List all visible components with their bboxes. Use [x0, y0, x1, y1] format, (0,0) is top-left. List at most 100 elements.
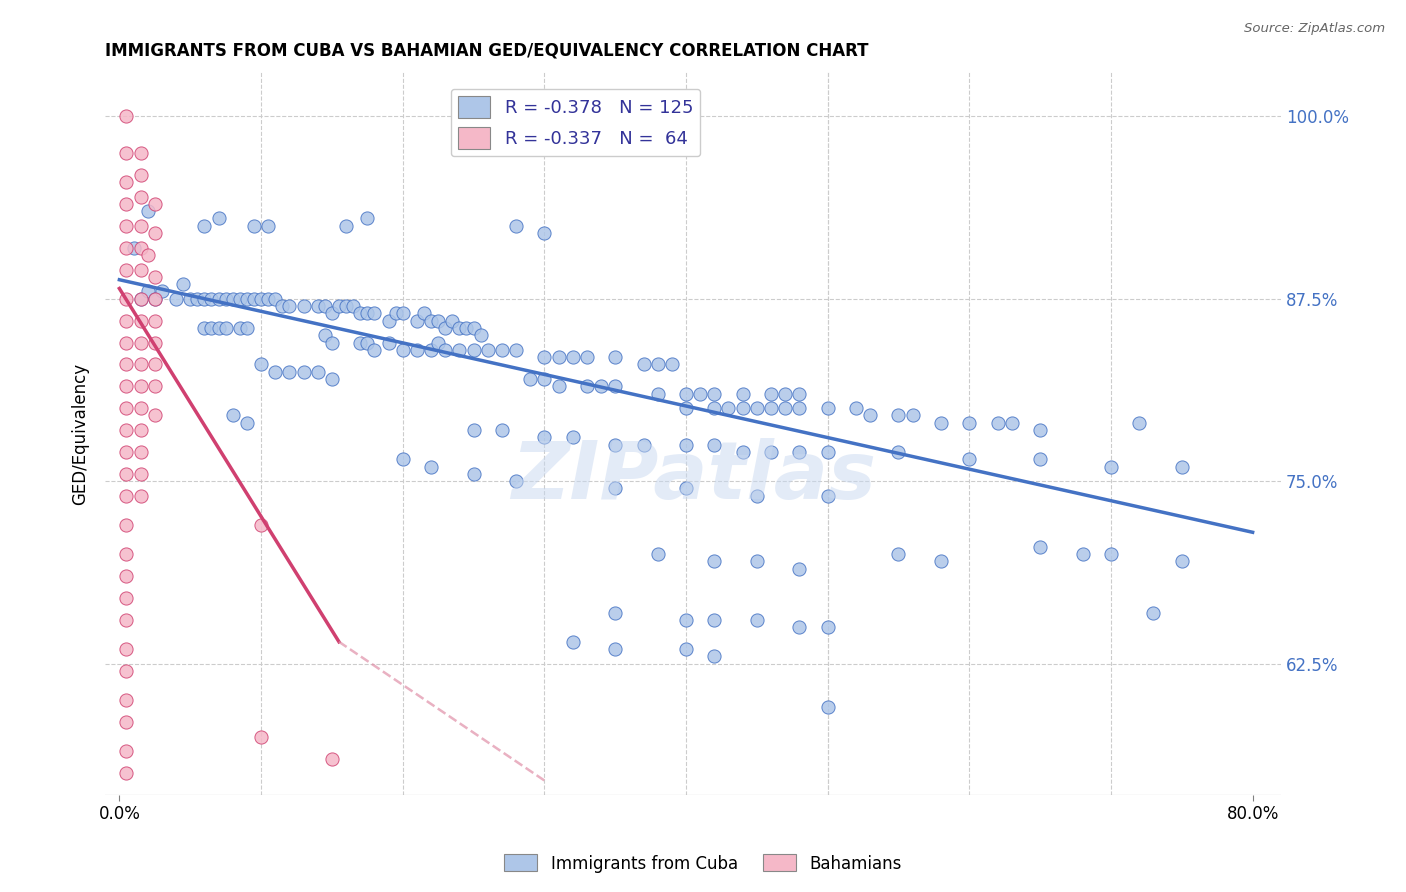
Point — [901, 409, 924, 423]
Point — [384, 306, 406, 320]
Point — [703, 438, 725, 452]
Point — [817, 489, 839, 503]
Point — [1071, 547, 1094, 561]
Point — [328, 299, 350, 313]
Point — [356, 335, 378, 350]
Point — [129, 241, 152, 255]
Point — [717, 401, 740, 416]
Point — [115, 569, 138, 583]
Point — [533, 350, 555, 364]
Point — [470, 328, 492, 343]
Point — [427, 313, 450, 327]
Point — [115, 292, 138, 306]
Point — [250, 518, 273, 533]
Point — [264, 365, 287, 379]
Point — [229, 292, 252, 306]
Point — [143, 335, 166, 350]
Point — [143, 313, 166, 327]
Point — [1029, 540, 1052, 554]
Point — [405, 343, 427, 357]
Point — [427, 335, 450, 350]
Legend: R = -0.378   N = 125, R = -0.337   N =  64: R = -0.378 N = 125, R = -0.337 N = 64 — [450, 88, 700, 156]
Point — [150, 285, 173, 299]
Point — [115, 175, 138, 189]
Point — [845, 401, 868, 416]
Point — [143, 292, 166, 306]
Point — [589, 379, 612, 393]
Point — [129, 335, 152, 350]
Point — [547, 350, 569, 364]
Point — [420, 343, 443, 357]
Point — [377, 313, 399, 327]
Point — [957, 416, 980, 430]
Point — [129, 401, 152, 416]
Point — [505, 219, 527, 233]
Point — [1171, 554, 1194, 568]
Point — [307, 299, 329, 313]
Point — [1001, 416, 1024, 430]
Point — [229, 321, 252, 335]
Point — [115, 335, 138, 350]
Point — [561, 430, 583, 444]
Point — [759, 386, 782, 401]
Point — [887, 409, 910, 423]
Point — [143, 379, 166, 393]
Point — [129, 219, 152, 233]
Point — [789, 445, 811, 459]
Point — [675, 386, 697, 401]
Point — [405, 313, 427, 327]
Point — [349, 306, 371, 320]
Text: ZIPatlas: ZIPatlas — [510, 438, 876, 516]
Y-axis label: GED/Equivalency: GED/Equivalency — [72, 363, 89, 505]
Point — [136, 204, 159, 219]
Point — [575, 379, 598, 393]
Point — [463, 467, 485, 481]
Point — [647, 386, 669, 401]
Point — [307, 365, 329, 379]
Point — [731, 401, 754, 416]
Point — [214, 292, 236, 306]
Point — [200, 321, 222, 335]
Point — [633, 438, 655, 452]
Point — [561, 634, 583, 648]
Point — [115, 196, 138, 211]
Point — [321, 306, 343, 320]
Point — [789, 562, 811, 576]
Point — [391, 306, 413, 320]
Point — [1099, 547, 1122, 561]
Point — [1142, 606, 1164, 620]
Point — [264, 292, 287, 306]
Point — [129, 445, 152, 459]
Point — [250, 358, 273, 372]
Point — [271, 299, 294, 313]
Point — [129, 145, 152, 160]
Point — [314, 328, 336, 343]
Point — [957, 452, 980, 467]
Point — [533, 226, 555, 240]
Point — [363, 343, 385, 357]
Point — [463, 423, 485, 437]
Point — [887, 547, 910, 561]
Point — [1099, 459, 1122, 474]
Point — [463, 343, 485, 357]
Point — [172, 277, 194, 292]
Point — [129, 313, 152, 327]
Point — [335, 219, 357, 233]
Point — [745, 489, 768, 503]
Point — [115, 445, 138, 459]
Point — [115, 379, 138, 393]
Point — [605, 482, 627, 496]
Point — [321, 751, 343, 765]
Point — [703, 401, 725, 416]
Point — [420, 459, 443, 474]
Point — [675, 613, 697, 627]
Point — [193, 292, 215, 306]
Point — [115, 642, 138, 657]
Point — [143, 292, 166, 306]
Point — [115, 518, 138, 533]
Point — [689, 386, 711, 401]
Point — [236, 416, 259, 430]
Point — [342, 299, 364, 313]
Point — [115, 489, 138, 503]
Point — [292, 299, 315, 313]
